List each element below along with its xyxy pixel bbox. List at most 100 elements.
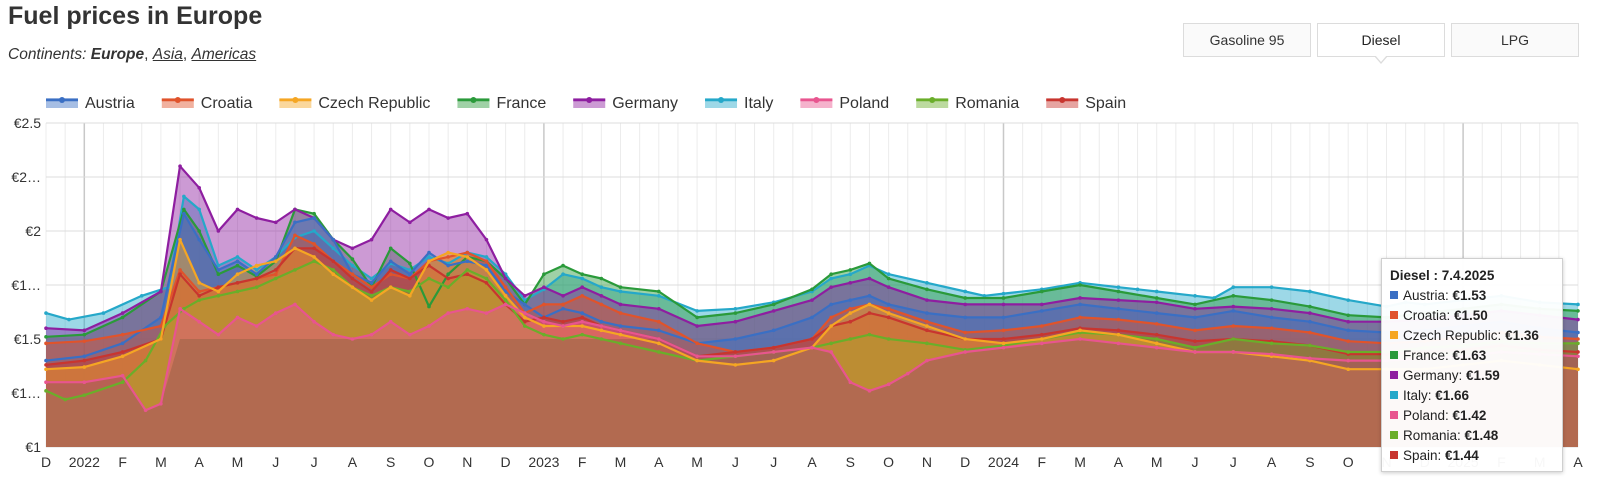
point-germany	[867, 276, 872, 281]
legend-item-italy[interactable]: Italy	[705, 95, 773, 112]
tooltip-series-name: France:	[1403, 348, 1453, 363]
point-france	[350, 257, 355, 261]
point-croatia	[925, 319, 929, 324]
point-austria	[1193, 315, 1197, 320]
point-croatia	[618, 311, 623, 315]
legend-item-poland[interactable]: Poland	[800, 95, 889, 112]
point-italy	[331, 246, 336, 251]
point-austria	[120, 341, 125, 346]
point-spain	[484, 281, 489, 285]
point-austria	[484, 263, 489, 268]
tab-lpg[interactable]: LPG	[1451, 23, 1579, 57]
point-italy	[886, 272, 891, 277]
point-spain	[350, 276, 355, 281]
area-poland	[46, 304, 1578, 447]
point-poland	[1269, 352, 1274, 356]
point-spain	[331, 259, 336, 264]
legend-marker	[470, 97, 477, 103]
x-tick-label: N	[462, 454, 472, 470]
legend-marker	[586, 97, 593, 103]
point-croatia	[1193, 328, 1197, 333]
legend-item-czech-republic[interactable]: Czech Republic	[279, 95, 430, 112]
point-czech-republic	[580, 324, 584, 328]
point-germany	[618, 302, 623, 307]
x-tick-label: J	[1230, 454, 1237, 470]
point-romania	[618, 341, 623, 346]
continent-americas[interactable]: Americas	[191, 46, 257, 63]
point-france	[427, 304, 431, 309]
point-austria	[503, 289, 508, 294]
legend-item-germany[interactable]: Germany	[573, 95, 678, 112]
point-croatia	[561, 302, 565, 307]
y-tick-label: €2…	[11, 169, 41, 185]
point-poland	[1308, 356, 1312, 361]
point-romania	[1154, 337, 1159, 341]
legend-item-austria[interactable]: Austria	[46, 95, 135, 112]
point-italy	[1231, 285, 1236, 289]
legend-item-romania[interactable]: Romania	[916, 95, 1019, 112]
point-poland	[254, 324, 259, 328]
point-croatia	[503, 285, 508, 289]
point-france	[235, 263, 240, 268]
continent-europe[interactable]: Europe	[90, 46, 145, 63]
point-poland	[44, 380, 48, 385]
point-czech-republic	[484, 268, 489, 272]
point-italy	[982, 294, 987, 298]
point-poland	[561, 324, 565, 328]
point-croatia	[848, 306, 853, 311]
point-czech-republic	[1078, 328, 1082, 333]
point-romania	[274, 276, 278, 281]
point-croatia	[178, 268, 182, 272]
point-austria	[657, 328, 661, 333]
point-france	[657, 289, 661, 294]
point-italy	[408, 268, 412, 272]
point-czech-republic	[1001, 341, 1006, 346]
point-italy	[254, 268, 259, 272]
point-austria	[235, 259, 240, 264]
point-czech-republic	[867, 302, 872, 307]
point-italy	[369, 276, 374, 281]
point-austria	[1001, 315, 1006, 320]
point-poland	[905, 371, 910, 376]
legend-item-france[interactable]: France	[457, 95, 546, 112]
point-germany	[963, 302, 967, 307]
y-axis: €1 €1… €1.5 €1… €2 €2… €2.5	[11, 115, 41, 455]
x-tick-label: A	[1573, 454, 1583, 470]
x-axis: D 2022 F M A M J J A S O N D 2023 F M A M J J A S O N D 2024 F M A M J…	[41, 454, 1583, 470]
point-italy	[1346, 298, 1350, 302]
point-poland	[848, 380, 853, 385]
tooltip-series-name: Poland:	[1403, 408, 1453, 423]
continent-asia[interactable]: Asia	[152, 46, 183, 63]
point-poland	[1346, 358, 1350, 363]
point-spain	[886, 315, 891, 320]
legend-item-spain[interactable]: Spain	[1046, 95, 1126, 112]
tab-gasoline-95[interactable]: Gasoline 95	[1183, 23, 1311, 57]
point-romania	[1346, 350, 1350, 354]
point-france	[1269, 298, 1274, 302]
legend-item-croatia[interactable]: Croatia	[161, 95, 253, 112]
point-poland	[1576, 354, 1580, 359]
point-austria	[274, 255, 278, 259]
point-romania	[44, 389, 48, 393]
point-austria	[771, 328, 776, 333]
point-france	[1576, 309, 1580, 313]
point-poland	[542, 319, 546, 324]
point-czech-republic	[503, 294, 508, 298]
point-italy	[963, 289, 967, 294]
point-croatia	[293, 233, 297, 238]
point-croatia	[1116, 317, 1121, 322]
tab-diesel[interactable]: Diesel	[1317, 23, 1445, 64]
point-poland	[274, 311, 278, 315]
point-germany	[350, 246, 355, 251]
point-poland	[599, 324, 604, 328]
point-croatia	[1576, 337, 1580, 341]
point-croatia	[197, 289, 201, 294]
point-italy	[427, 255, 431, 259]
point-croatia	[350, 272, 355, 277]
point-spain	[120, 350, 125, 354]
area-france	[46, 209, 1578, 447]
area-czech-republic	[46, 239, 1578, 447]
point-poland	[867, 389, 872, 393]
point-spain	[312, 246, 316, 251]
